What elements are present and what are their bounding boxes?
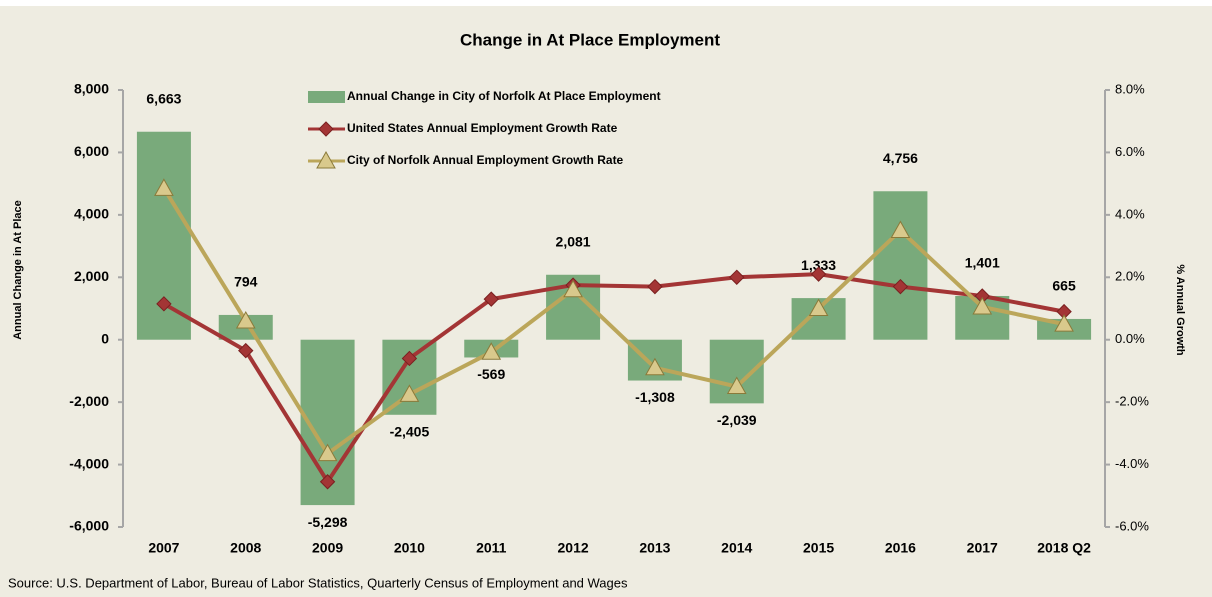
top-strip <box>0 0 1212 6</box>
data-label: 4,756 <box>883 150 918 166</box>
data-label: -2,405 <box>390 423 430 439</box>
x-tick-label: 2009 <box>312 540 343 556</box>
line-marker <box>401 350 418 367</box>
data-label: 1,401 <box>965 255 1000 271</box>
x-tick-label: 2010 <box>394 540 425 556</box>
data-label: 1,333 <box>801 257 836 273</box>
y2-tick-label: 8.0% <box>1115 81 1145 96</box>
y-tick-label: 4,000 <box>74 206 109 222</box>
x-tick-label: 2013 <box>639 540 670 556</box>
line-marker <box>729 269 745 285</box>
x-tick-label: 2017 <box>967 540 998 556</box>
data-label: 2,081 <box>556 233 591 249</box>
legend-swatch <box>308 91 345 103</box>
line-marker <box>810 266 827 282</box>
line-marker <box>647 278 663 295</box>
y-tick-label: -2,000 <box>69 393 109 409</box>
x-tick-label: 2014 <box>721 540 752 556</box>
line-marker <box>235 310 256 329</box>
data-label: -569 <box>477 366 505 382</box>
y2-tick-label: 4.0% <box>1115 206 1145 221</box>
y2-axis-title: % Annual Growth <box>1174 264 1186 356</box>
chart-title: Change in At Place Employment <box>460 30 720 49</box>
line-marker <box>890 220 911 238</box>
y2-tick-label: -6.0% <box>1115 518 1149 533</box>
y-tick-label: 0 <box>101 330 109 346</box>
x-tick-label: 2016 <box>885 540 916 556</box>
line <box>162 187 1065 456</box>
data-label: 665 <box>1052 278 1076 294</box>
legend-label: Annual Change in City of Norfolk At Plac… <box>347 89 661 103</box>
line-marker <box>1054 314 1074 332</box>
line-marker <box>154 178 174 196</box>
line-marker <box>481 342 502 360</box>
line-marker <box>238 342 254 359</box>
line-marker <box>318 121 334 137</box>
line-marker <box>317 443 338 462</box>
y-tick-label: 6,000 <box>74 143 109 159</box>
data-label: -2,039 <box>717 412 757 428</box>
line-marker <box>808 298 829 316</box>
line-marker <box>316 150 336 169</box>
line-marker <box>892 278 909 295</box>
y2-tick-label: -2.0% <box>1115 394 1149 409</box>
x-tick-label: 2011 <box>476 540 507 556</box>
x-tick-label: 2007 <box>148 540 179 556</box>
x-tick-label: 2018 Q2 <box>1037 540 1091 556</box>
y2-tick-label: 0.0% <box>1115 331 1145 346</box>
y-tick-label: -6,000 <box>69 518 109 534</box>
line-marker <box>399 384 420 402</box>
line-marker <box>972 296 993 315</box>
line-marker <box>156 296 172 312</box>
data-label: 6,663 <box>146 90 181 106</box>
line-marker <box>483 291 499 307</box>
y-axis-title: Annual Change in At Place <box>12 200 24 340</box>
legend-label: City of Norfolk Annual Employment Growth… <box>347 153 624 167</box>
line-marker <box>563 279 583 298</box>
x-tick-label: 2012 <box>558 540 589 556</box>
data-label: 794 <box>234 274 258 290</box>
line-marker <box>319 474 336 490</box>
bar <box>873 191 928 340</box>
line-marker <box>645 357 665 376</box>
data-label: -1,308 <box>635 389 675 405</box>
y2-tick-label: 2.0% <box>1115 269 1145 284</box>
y-tick-label: -4,000 <box>69 455 109 471</box>
line <box>162 272 1065 484</box>
line-marker <box>726 376 747 395</box>
x-tick-label: 2015 <box>803 540 834 556</box>
y-tick-label: 8,000 <box>74 81 109 97</box>
y2-tick-label: 6.0% <box>1115 144 1145 159</box>
y2-tick-label: -4.0% <box>1115 456 1149 471</box>
data-label: -5,298 <box>308 514 348 530</box>
legend-label: United States Annual Employment Growth R… <box>347 121 618 135</box>
x-tick-label: 2008 <box>230 540 261 556</box>
y-tick-label: 2,000 <box>74 268 109 284</box>
source-note: Source: U.S. Department of Labor, Bureau… <box>8 575 628 590</box>
